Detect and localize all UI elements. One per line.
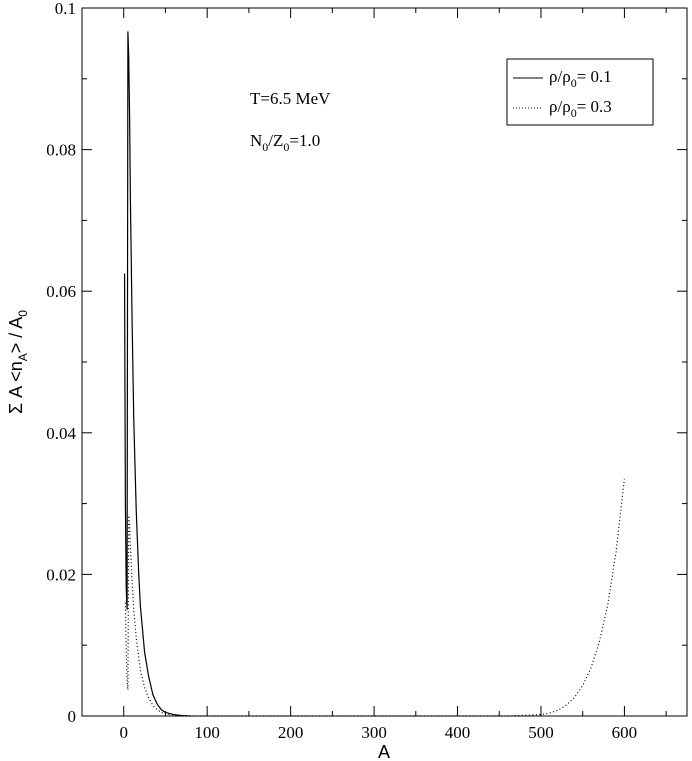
y-tick-label: 0.1 xyxy=(55,0,76,18)
legend-box xyxy=(506,58,654,126)
x-tick-label: 400 xyxy=(445,723,471,742)
annotation-temperature: T=6.5 MeV xyxy=(250,89,331,108)
y-tick-label: 0.06 xyxy=(46,282,76,301)
series-line-2 xyxy=(124,478,626,717)
x-tick-label: 500 xyxy=(528,723,554,742)
legend-label-series-2: ρ/ρ0= 0.3 xyxy=(549,97,612,120)
x-tick-label: 600 xyxy=(612,723,638,742)
legend-label-series-1: ρ/ρ0= 0.1 xyxy=(549,67,612,90)
y-tick-label: 0.08 xyxy=(46,141,76,160)
x-axis-title: A xyxy=(378,742,390,761)
legend: ρ/ρ0= 0.1 ρ/ρ0= 0.3 xyxy=(506,58,654,126)
y-tick-label: 0.02 xyxy=(46,565,76,584)
y-axis-title: Σ A <nA> / A0 xyxy=(6,310,30,414)
y-tick-label: 0 xyxy=(68,707,77,726)
x-tick-label: 100 xyxy=(194,723,220,742)
x-tick-label: 200 xyxy=(278,723,304,742)
y-tick-label: 0.04 xyxy=(46,424,76,443)
series-line-1 xyxy=(123,31,191,717)
x-tick-label: 0 xyxy=(119,723,128,742)
annotation-ratio: N0/Z0=1.0 xyxy=(250,131,320,154)
x-tick-label: 300 xyxy=(361,723,387,742)
